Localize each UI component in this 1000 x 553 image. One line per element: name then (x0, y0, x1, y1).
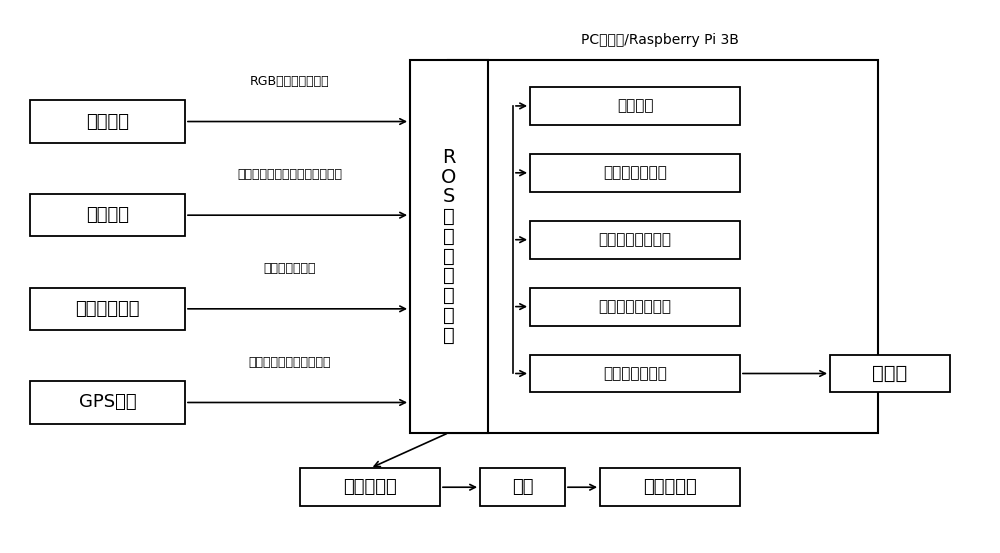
Text: 车辆运动改变量: 车辆运动改变量 (264, 262, 316, 275)
Text: 警报器: 警报器 (872, 364, 908, 383)
Text: 行驶路径拟合模块: 行驶路径拟合模块 (598, 232, 672, 247)
FancyBboxPatch shape (830, 354, 950, 393)
FancyBboxPatch shape (30, 288, 185, 330)
Text: 电机驱动器: 电机驱动器 (343, 478, 397, 496)
Text: 深度相机: 深度相机 (86, 112, 129, 131)
FancyBboxPatch shape (300, 468, 440, 506)
Text: RGB图像、深度图像: RGB图像、深度图像 (250, 75, 330, 88)
Text: 惯性测量单元: 惯性测量单元 (75, 300, 140, 318)
FancyBboxPatch shape (530, 87, 740, 125)
FancyBboxPatch shape (30, 194, 185, 236)
FancyBboxPatch shape (30, 100, 185, 143)
FancyBboxPatch shape (530, 221, 740, 259)
FancyBboxPatch shape (530, 154, 740, 192)
Text: 障碍物检测模块: 障碍物检测模块 (603, 366, 667, 381)
Text: 周围环境指示信息、障碍物信息: 周围环境指示信息、障碍物信息 (238, 168, 342, 181)
Text: 电机: 电机 (512, 478, 533, 496)
Text: 车辆位置信息、轨道信息: 车辆位置信息、轨道信息 (249, 356, 331, 369)
Text: 方向盘蜗杆: 方向盘蜗杆 (643, 478, 697, 496)
FancyBboxPatch shape (600, 468, 740, 506)
Text: 轨道路线循迹模块: 轨道路线循迹模块 (598, 299, 672, 314)
Text: R
O
S
机
器
人
操
作
系
统: R O S 机 器 人 操 作 系 统 (441, 148, 457, 345)
Text: GPS模块: GPS模块 (79, 394, 136, 411)
FancyBboxPatch shape (410, 60, 488, 432)
FancyBboxPatch shape (530, 354, 740, 393)
FancyBboxPatch shape (448, 60, 878, 432)
Text: 调整模块: 调整模块 (617, 98, 653, 113)
FancyBboxPatch shape (30, 382, 185, 424)
Text: PC上位机/Raspberry Pi 3B: PC上位机/Raspberry Pi 3B (581, 33, 739, 47)
Text: 激光雷达: 激光雷达 (86, 206, 129, 224)
FancyBboxPatch shape (480, 468, 565, 506)
Text: 数据预处理模块: 数据预处理模块 (603, 165, 667, 180)
FancyBboxPatch shape (530, 288, 740, 326)
